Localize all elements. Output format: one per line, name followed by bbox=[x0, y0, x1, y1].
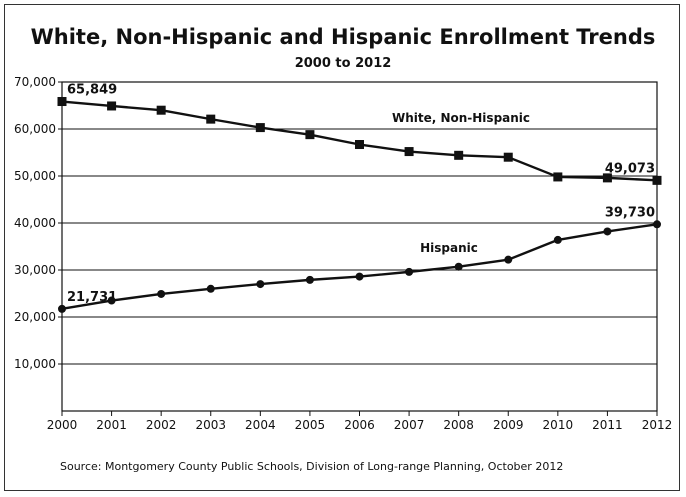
white-nonhispanic-point bbox=[553, 172, 562, 181]
x-tick-label: 2005 bbox=[295, 418, 326, 432]
hispanic-point bbox=[405, 268, 413, 276]
series-label-white: White, Non-Hispanic bbox=[392, 111, 530, 125]
series-label-hispanic: Hispanic bbox=[420, 241, 478, 255]
x-tick-label: 2007 bbox=[394, 418, 425, 432]
chart-subtitle: 2000 to 2012 bbox=[295, 56, 392, 71]
x-tick-label: 2008 bbox=[443, 418, 474, 432]
hispanic-point bbox=[207, 285, 215, 293]
hispanic-point bbox=[504, 256, 512, 264]
x-tick-label: 2012 bbox=[642, 418, 673, 432]
x-tick-label: 2011 bbox=[592, 418, 623, 432]
white-nonhispanic-point bbox=[256, 123, 265, 132]
hispanic-point bbox=[306, 276, 314, 284]
y-tick-label: 30,000 bbox=[14, 263, 56, 277]
white-nonhispanic-point bbox=[305, 130, 314, 139]
y-tick-label: 10,000 bbox=[14, 357, 56, 371]
hispanic-point bbox=[455, 263, 463, 271]
x-tick-label: 2004 bbox=[245, 418, 276, 432]
x-tick-label: 2001 bbox=[96, 418, 127, 432]
white-nonhispanic-point bbox=[355, 140, 364, 149]
x-tick-label: 2003 bbox=[195, 418, 226, 432]
chart-title: White, Non-Hispanic and Hispanic Enrollm… bbox=[31, 25, 656, 49]
x-tick-label: 2006 bbox=[344, 418, 375, 432]
hispanic-point bbox=[653, 220, 661, 228]
y-tick-label: 60,000 bbox=[14, 122, 56, 136]
hispanic-point bbox=[603, 227, 611, 235]
hispanic-point bbox=[554, 236, 562, 244]
y-tick-label: 50,000 bbox=[14, 169, 56, 183]
data-label: 39,730 bbox=[605, 205, 655, 220]
white-nonhispanic-point bbox=[504, 153, 513, 162]
white-nonhispanic-point bbox=[653, 176, 662, 185]
white-nonhispanic-point bbox=[454, 151, 463, 160]
data-labels: 65,849 49,073 21,731 39,730 bbox=[67, 83, 655, 305]
hispanic-line bbox=[62, 224, 657, 309]
y-tick-label: 20,000 bbox=[14, 310, 56, 324]
hispanic-point bbox=[256, 280, 264, 288]
hispanic-point bbox=[157, 290, 165, 298]
x-tick-label: 2010 bbox=[543, 418, 574, 432]
x-axis-ticks: 2000 2001 2002 2003 2004 2005 2006 2007 2008 2009… bbox=[47, 418, 673, 432]
x-tick-label: 2000 bbox=[47, 418, 78, 432]
data-label: 21,731 bbox=[67, 290, 117, 305]
y-tick-label: 70,000 bbox=[14, 75, 56, 89]
source-note: Source: Montgomery County Public Schools… bbox=[60, 460, 563, 473]
y-axis-ticks: 10,000 20,000 30,000 40,000 50,000 60,000 70,0… bbox=[14, 75, 56, 371]
y-tick-label: 40,000 bbox=[14, 216, 56, 230]
x-tick-label: 2002 bbox=[146, 418, 177, 432]
white-nonhispanic-point bbox=[405, 147, 414, 156]
plot-area bbox=[62, 82, 657, 411]
hispanic-point bbox=[356, 273, 364, 281]
white-nonhispanic-point bbox=[206, 115, 215, 124]
data-label: 65,849 bbox=[67, 83, 117, 98]
hispanic-point bbox=[58, 305, 66, 313]
data-label: 49,073 bbox=[605, 161, 655, 176]
white-nonhispanic-point bbox=[157, 106, 166, 115]
grid-lines bbox=[58, 82, 657, 416]
x-tick-label: 2009 bbox=[493, 418, 524, 432]
white-nonhispanic-point bbox=[58, 97, 67, 106]
white-nonhispanic-point bbox=[107, 101, 116, 110]
